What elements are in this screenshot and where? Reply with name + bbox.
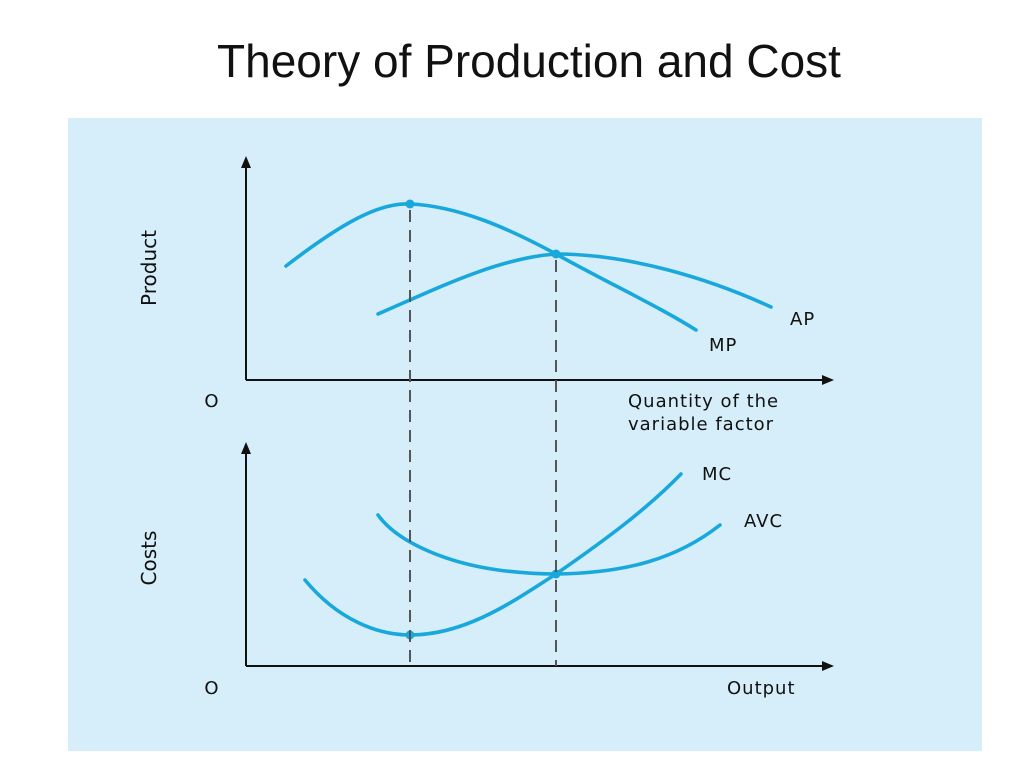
ap-mp-intersection-point — [551, 249, 561, 259]
mc-curve-label: MC — [702, 464, 732, 485]
mc-avc-intersection-point — [551, 569, 561, 579]
top-x-axis-arrowhead — [822, 375, 834, 385]
bottom-origin-label: O — [204, 678, 219, 699]
slide-title: Theory of Production and Cost — [217, 35, 841, 87]
mp-curve-label: MP — [709, 335, 737, 356]
mp-curve — [284, 202, 698, 332]
bottom-x-axis-arrowhead — [822, 661, 834, 671]
diagram-panel: Product O Quantity of the variable facto… — [68, 118, 982, 751]
avc-curve-label: AVC — [744, 511, 783, 532]
mp-maximum-point — [405, 199, 415, 209]
avc-curve — [376, 513, 722, 576]
top-x-axis-label-line1: Quantity of the — [628, 391, 779, 412]
mc-curve — [303, 472, 683, 637]
top-origin-label: O — [204, 391, 219, 412]
ap-curve-label: AP — [790, 309, 815, 330]
bottom-x-axis-label: Output — [727, 678, 796, 699]
bottom-y-axis-arrowhead — [241, 442, 251, 454]
bottom-y-axis-label: Costs — [137, 531, 161, 586]
top-x-axis-label-line2: variable factor — [628, 414, 774, 435]
top-y-axis-label: Product — [137, 230, 161, 306]
production-cost-diagram: Product O Quantity of the variable facto… — [68, 118, 982, 751]
bottom-graph: Costs O Output MC AVC — [137, 442, 834, 699]
top-graph: Product O Quantity of the variable facto… — [137, 156, 834, 435]
top-y-axis-arrowhead — [241, 156, 251, 168]
panel-background — [68, 118, 982, 751]
